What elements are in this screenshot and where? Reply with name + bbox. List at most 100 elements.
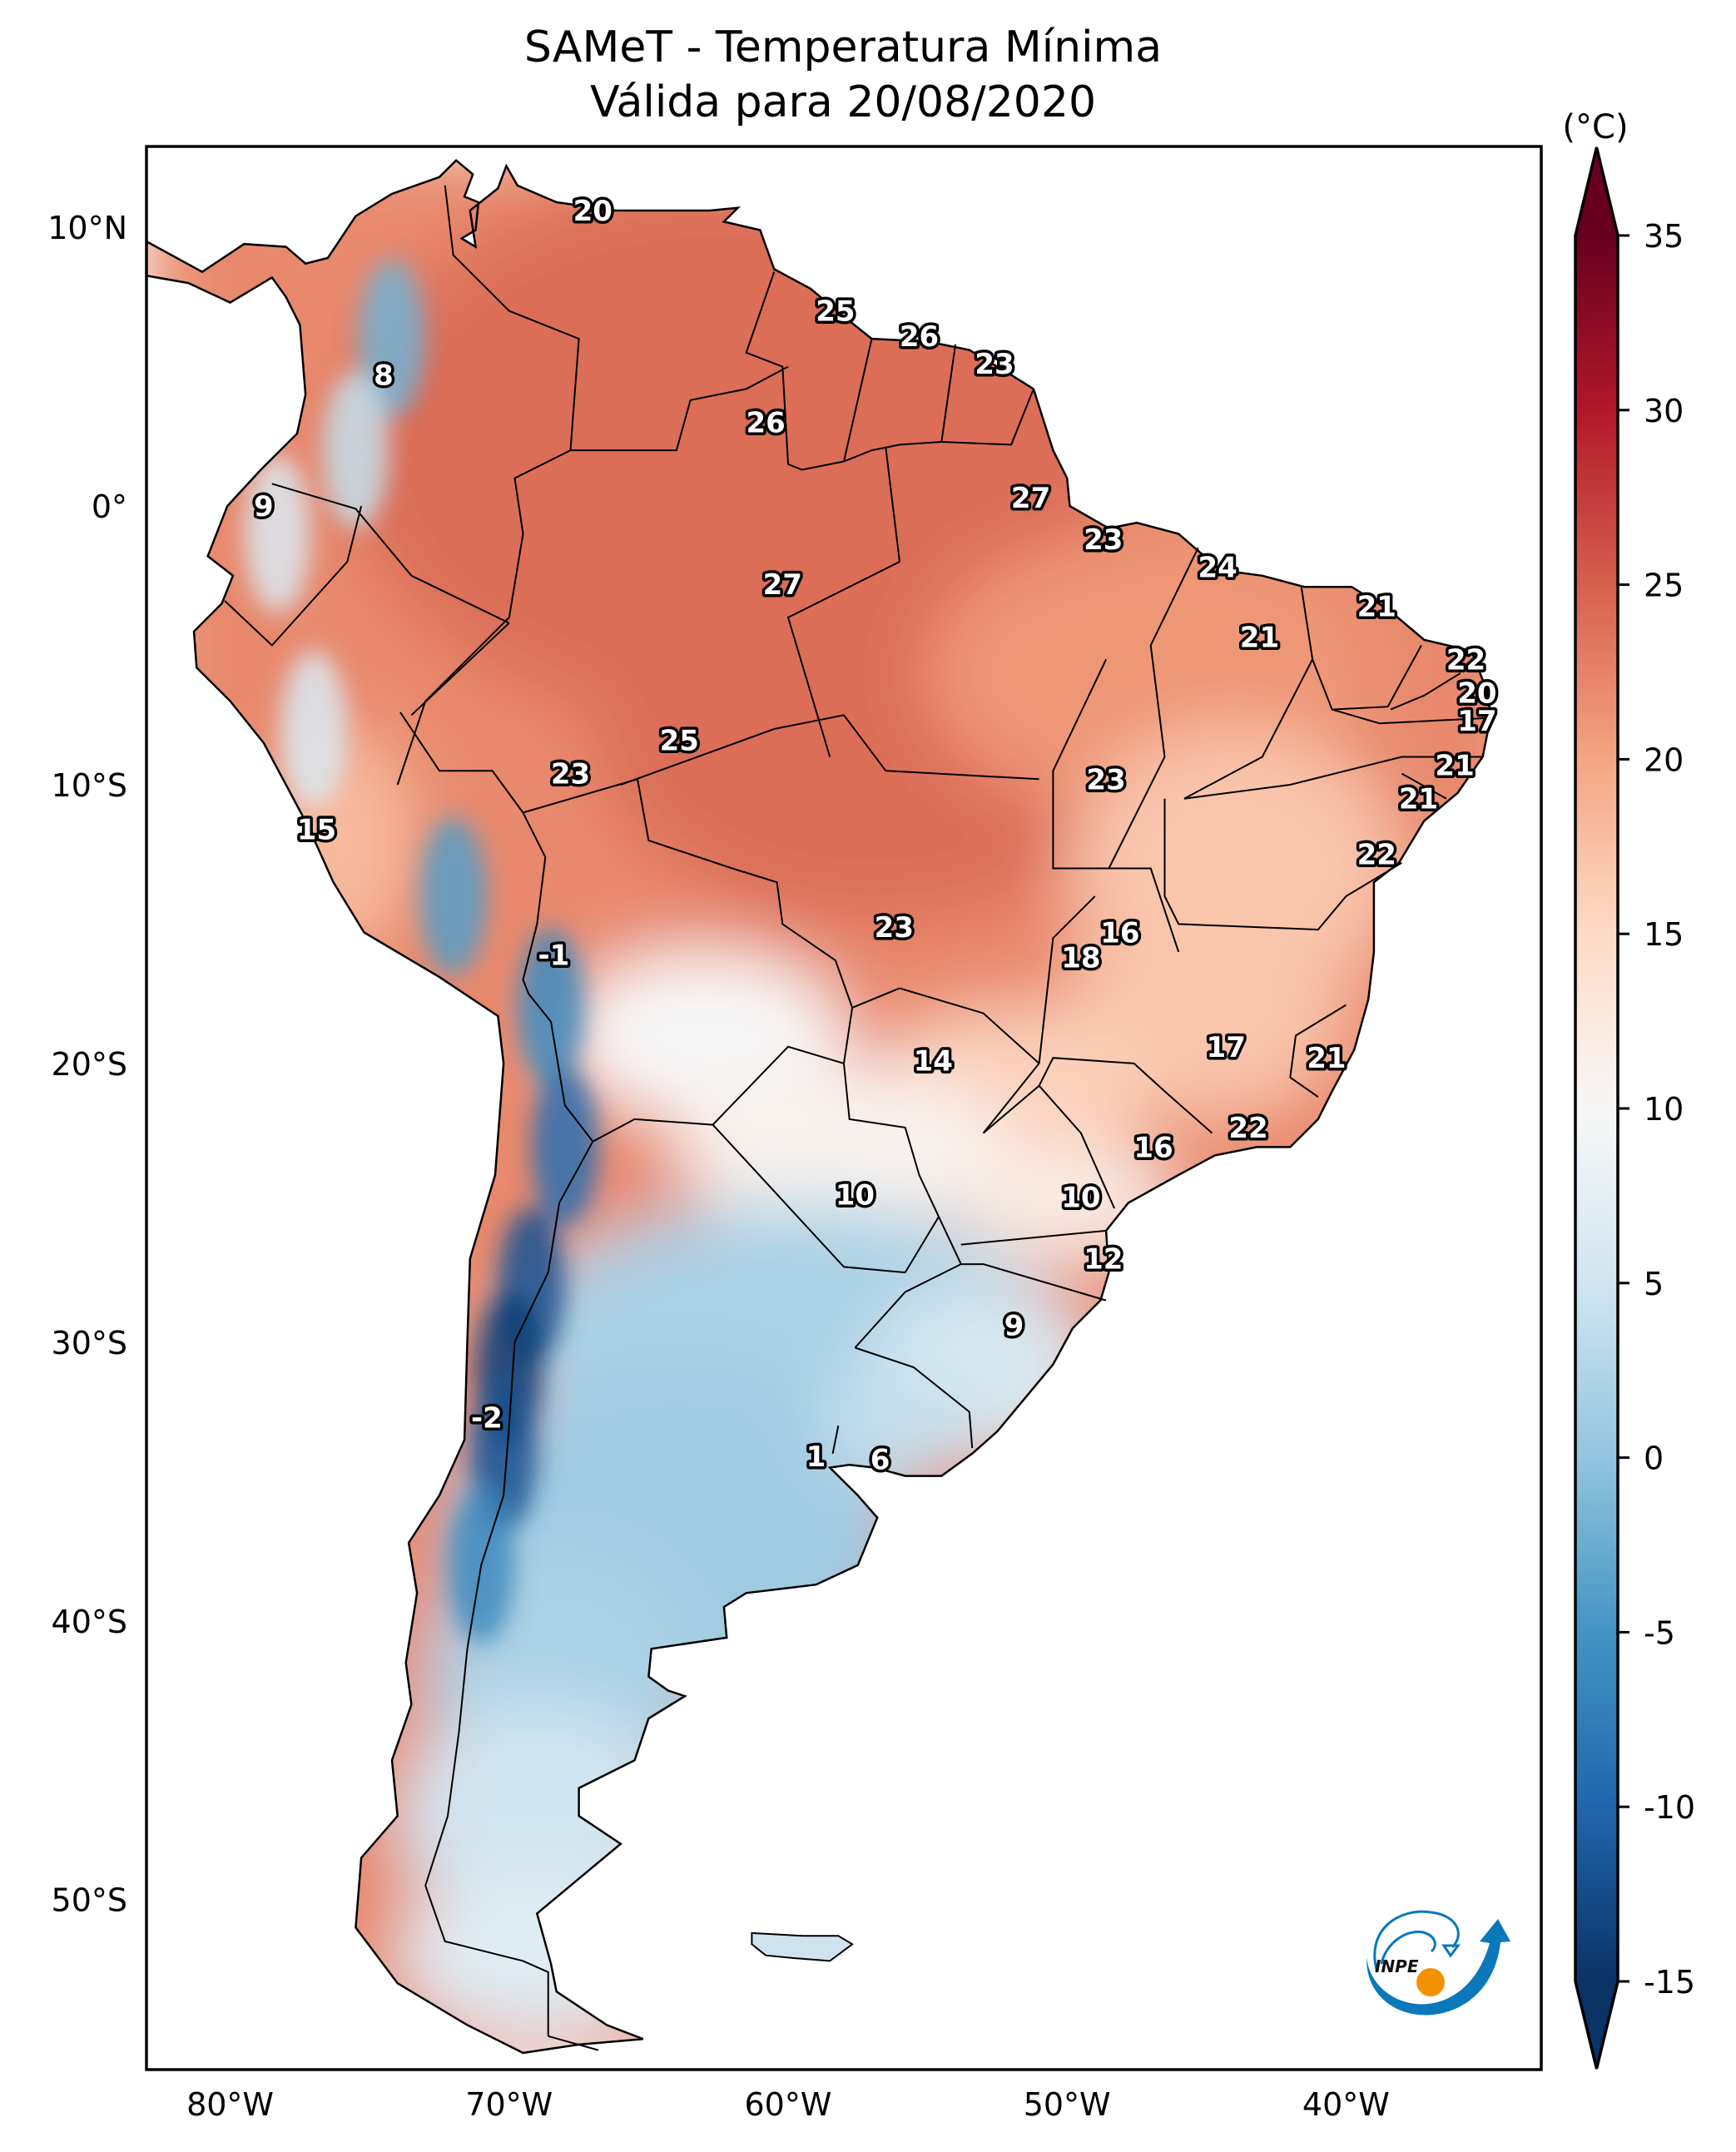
border-line xyxy=(960,1263,1107,1302)
y-tick-label: 40°S xyxy=(52,1604,127,1640)
logo-arrow-up-icon xyxy=(1366,1919,1510,2016)
border-line xyxy=(831,1426,840,1454)
colorbar-ticks: 35 30 25 20 15 10 5 0 -5 -10 -15 xyxy=(1618,218,1695,2001)
border-line xyxy=(1038,895,1096,1064)
border-line xyxy=(851,987,1040,1134)
logo-arrow-down-icon xyxy=(1441,1944,1461,1958)
border-line xyxy=(548,2035,599,2051)
border-line xyxy=(786,447,901,757)
temperature-field xyxy=(146,160,1491,2053)
station-value-label: 25 xyxy=(816,295,855,329)
colorbar-tick-label: 25 xyxy=(1644,568,1684,604)
y-tick-label: 50°S xyxy=(52,1882,127,1919)
y-tick-label: 0° xyxy=(92,488,127,525)
y-axis-ticks: 10°N 0° 10°S 20°S 30°S 40°S 50°S xyxy=(47,210,127,1919)
station-value-label: 21 xyxy=(1435,750,1474,783)
colorbar-tick-label: 0 xyxy=(1644,1440,1664,1477)
colorbar-tick-label: -15 xyxy=(1644,1964,1695,2001)
border-line xyxy=(855,1346,974,1449)
logo-swirl-inner xyxy=(1380,1930,1436,1965)
border-line xyxy=(1390,672,1461,711)
country-state-borders xyxy=(224,185,1491,2051)
border-line xyxy=(592,1118,940,1274)
andes-region xyxy=(244,454,311,613)
colorbar-extend-min-arrow xyxy=(1575,1981,1618,2069)
station-value-label: 10 xyxy=(836,1178,875,1212)
station-value-label: 1 xyxy=(806,1440,826,1474)
field-region xyxy=(677,1063,1011,1231)
y-tick-label: 10°S xyxy=(52,767,127,804)
inpe-logo: INPE xyxy=(1366,1910,1510,2016)
field-region xyxy=(816,1370,984,1482)
colorbar-body xyxy=(1575,236,1618,1981)
station-value-label: 17 xyxy=(1207,1031,1246,1064)
y-tick-label: 20°S xyxy=(52,1046,127,1083)
station-value-label: 23 xyxy=(1084,523,1123,557)
station-value-label: 26 xyxy=(900,320,939,354)
andes-region xyxy=(419,816,487,975)
station-value-label: 12 xyxy=(1084,1242,1123,1276)
x-tick-label: 50°W xyxy=(1024,2086,1111,2123)
station-value-label: 22 xyxy=(1446,643,1486,677)
field-region xyxy=(397,1872,677,2040)
logo-swirl-outer xyxy=(1373,1910,1460,1973)
border-line xyxy=(1038,1085,1116,1209)
y-tick-label: 10°N xyxy=(47,210,127,246)
border-line xyxy=(1289,1004,1347,1098)
station-value-label: -2 xyxy=(471,1401,503,1435)
border-line xyxy=(396,185,580,786)
colorbar: 35 30 25 20 15 10 5 0 -5 -10 -15 xyxy=(1574,146,1695,2070)
falkland-islands xyxy=(751,1931,854,1962)
colorbar-extend-max-arrow xyxy=(1575,147,1618,236)
station-value-label: 9 xyxy=(1004,1310,1024,1343)
colorbar-tick-label: 15 xyxy=(1644,916,1684,953)
station-value-label: 22 xyxy=(1228,1112,1267,1145)
station-value-label: 20 xyxy=(1457,677,1496,710)
colorbar-tick-label: 35 xyxy=(1644,218,1684,255)
x-tick-label: 70°W xyxy=(465,2086,553,2123)
border-line xyxy=(1052,658,1180,953)
colorbar-tick-label: 5 xyxy=(1644,1266,1664,1302)
station-value-label: 6 xyxy=(870,1444,890,1477)
x-axis-ticks: 80°W 70°W 60°W 50°W 40°W xyxy=(186,2086,1390,2123)
colorbar-tick-label: -10 xyxy=(1644,1789,1695,1826)
station-value-label: 21 xyxy=(1240,621,1279,654)
station-value-label: 27 xyxy=(1011,482,1050,515)
border-line xyxy=(843,338,873,462)
station-value-label: 21 xyxy=(1307,1042,1346,1075)
andes-region xyxy=(358,260,425,419)
station-value-label: 23 xyxy=(551,758,590,791)
andes-region xyxy=(322,371,389,530)
andes-region xyxy=(518,928,585,1087)
border-line xyxy=(224,505,363,647)
station-value-label: 18 xyxy=(1061,942,1100,975)
x-tick-label: 80°W xyxy=(186,2086,274,2123)
andes-region xyxy=(531,1068,598,1227)
colorbar-unit-label: (°C) xyxy=(1562,108,1629,146)
andes-region xyxy=(280,649,348,808)
station-value-label: 16 xyxy=(1100,916,1139,950)
logo-sun-icon xyxy=(1416,1968,1445,1996)
border-line xyxy=(570,365,789,452)
x-tick-label: 60°W xyxy=(744,2086,831,2123)
border-line xyxy=(940,344,957,443)
border-line xyxy=(982,1057,1213,1134)
coastline xyxy=(146,159,1492,2055)
border-line xyxy=(1332,708,1491,725)
x-tick-label: 40°W xyxy=(1302,2086,1390,2123)
station-value-label: 16 xyxy=(1133,1131,1173,1164)
colorbar-tick-label: -5 xyxy=(1644,1614,1675,1651)
station-value-label: -1 xyxy=(538,939,570,972)
station-value-label: 26 xyxy=(746,407,785,440)
station-value-label: 23 xyxy=(975,348,1014,381)
border-line xyxy=(1108,547,1199,869)
border-line xyxy=(1312,645,1422,711)
colorbar-tick-label: 30 xyxy=(1644,393,1684,429)
station-value-label: 23 xyxy=(1086,763,1125,796)
border-line xyxy=(410,622,510,717)
border-line xyxy=(620,714,1039,786)
border-line xyxy=(960,1229,1107,1246)
station-value-label: 8 xyxy=(374,359,394,393)
border-line xyxy=(1183,756,1483,800)
